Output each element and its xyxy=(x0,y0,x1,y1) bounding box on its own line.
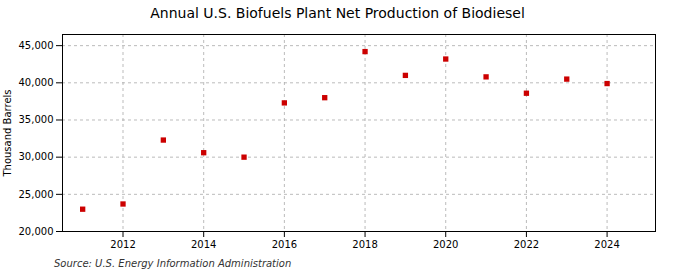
svg-text:2018: 2018 xyxy=(352,239,377,250)
svg-text:40,000: 40,000 xyxy=(19,77,54,88)
svg-text:20,000: 20,000 xyxy=(19,226,54,237)
html-text:Annual U.S. Biofuels Plant Net: Annual U.S. Biofuels Plant Net Productio… xyxy=(150,5,525,21)
svg-text:2022: 2022 xyxy=(514,239,539,250)
svg-text:2014: 2014 xyxy=(191,239,216,250)
svg-text:2012: 2012 xyxy=(110,239,135,250)
svg-text:2020: 2020 xyxy=(433,239,458,250)
svg-text:25,000: 25,000 xyxy=(19,189,54,200)
svg-text:Thousand Barrels: Thousand Barrels xyxy=(2,89,13,177)
svg-text:45,000: 45,000 xyxy=(19,40,54,51)
svg-text:2016: 2016 xyxy=(272,239,297,250)
svg-text:35,000: 35,000 xyxy=(19,114,54,125)
svg-text:30,000: 30,000 xyxy=(19,151,54,162)
svg-text:2024: 2024 xyxy=(594,239,619,250)
html-text:Source: U.S. Energy Informatio: Source: U.S. Energy Information Administ… xyxy=(54,258,292,269)
